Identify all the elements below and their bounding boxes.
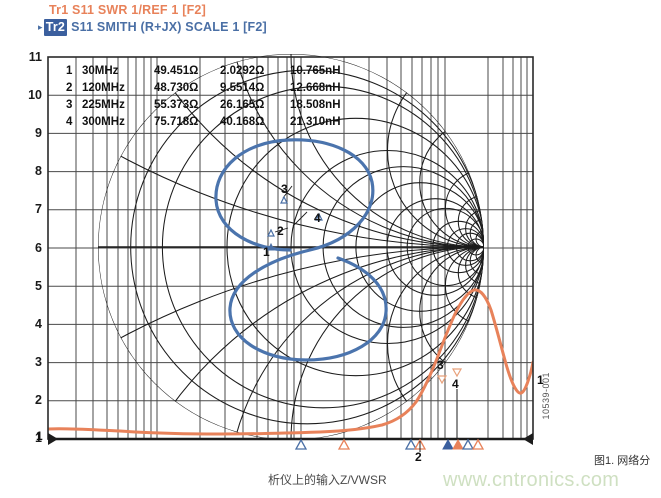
smith-marker-glyphs (267, 195, 323, 251)
marker-frequency: 300MHz (82, 116, 125, 128)
swr-marker-label-3: 3 (437, 358, 444, 372)
legend-trace2-label: S11 SMITH (R+JX) SCALE 1 [F2] (71, 20, 267, 34)
xaxis-marker-orange-filled-icon (452, 438, 464, 450)
swr-trace-s11 (48, 288, 533, 436)
marker-inductance: 12.668nH (290, 82, 341, 94)
marker-index: 1 (66, 65, 73, 77)
y-tick-9: 9 (35, 126, 42, 140)
xaxis-marker-blue-1-icon (294, 438, 308, 450)
trace-legend: Tr1 S11 SWR 1/REF 1 [F2] ▸ Tr2 S11 SMITH… (38, 2, 267, 36)
marker-index: 4 (66, 116, 73, 128)
smith-marker-label-3: 3 (281, 182, 288, 196)
x-axis-left-arrow-icon (48, 433, 58, 445)
swr-marker-label-right: 1 (537, 373, 544, 387)
marker-reactance: 40.168Ω (220, 116, 265, 128)
figure-code: 10539-001 (541, 372, 551, 420)
y-tick-11: 11 (28, 50, 42, 64)
marker-reactance: 2.0292Ω (220, 65, 265, 77)
xaxis-marker-blue-3-icon (461, 438, 475, 450)
smith-marker-3-icon (280, 195, 288, 204)
bottom-caption: 析仪上的输入Z/VWSR (268, 473, 387, 487)
table-row: 3 225MHz 55.373Ω 26.165Ω 18.508nH (66, 98, 341, 115)
active-trace-arrow-icon: ▸ (38, 22, 43, 32)
marker-readout-table: 1 30MHz 49.451Ω 2.0292Ω 10.765nH 2 120MH… (66, 64, 341, 132)
marker-resistance: 55.373Ω (154, 99, 199, 111)
table-row: 2 120MHz 48.730Ω 9.5514Ω 12.668nH (66, 81, 341, 98)
swr-marker-label-4: 4 (452, 377, 459, 391)
marker-index: 3 (66, 99, 73, 111)
swr-marker-label-bottom: 2 (415, 450, 422, 464)
swr-marker-3-icon (436, 375, 448, 385)
smith-marker-2-icon (267, 228, 275, 237)
table-row: 1 30MHz 49.451Ω 2.0292Ω 10.765nH (66, 64, 341, 81)
marker-frequency: 225MHz (82, 99, 125, 111)
swr-marker-4-icon (451, 368, 463, 378)
trace2-selected-chip[interactable]: Tr2 (43, 19, 68, 36)
y-tick-6: 6 (35, 241, 42, 255)
xaxis-marker-orange-1-icon (337, 438, 351, 450)
xaxis-marker-blue-2-icon (404, 438, 418, 450)
xaxis-marker-orange-3-icon (471, 438, 485, 450)
smith-trace-s11 (214, 138, 388, 362)
x-axis-right-arrow-icon (523, 433, 533, 445)
y-tick-7: 7 (35, 202, 42, 216)
legend-row-trace2[interactable]: ▸ Tr2 S11 SMITH (R+JX) SCALE 1 [F2] (38, 19, 267, 36)
y-tick-5: 5 (35, 279, 42, 293)
smith-marker-label-4: 4 (314, 211, 321, 225)
marker-inductance: 18.508nH (290, 99, 341, 111)
smith-marker-1-icon (267, 242, 275, 251)
smith-marker-label-2: 2 (277, 224, 284, 238)
xaxis-marker-blue-filled-icon (442, 438, 454, 450)
y-tick-10: 10 (28, 88, 42, 102)
marker-inductance: 10.765nH (290, 65, 341, 77)
marker-frequency: 120MHz (82, 82, 125, 94)
marker-resistance: 48.730Ω (154, 82, 199, 94)
y-tick-2: 2 (35, 393, 42, 407)
marker-resistance: 49.451Ω (154, 65, 199, 77)
marker-index: 2 (66, 82, 73, 94)
y-tick-3: 3 (35, 355, 42, 369)
site-watermark: www.cntronics.com (443, 469, 620, 491)
y-tick-8: 8 (35, 164, 42, 178)
marker-inductance: 21.310nH (290, 116, 341, 128)
table-row: 4 300MHz 75.718Ω 40.168Ω 21.310nH (66, 115, 341, 132)
y-tick-4: 4 (35, 317, 42, 331)
swr-inplot-markers (419, 368, 463, 452)
marker-resistance: 75.718Ω (154, 116, 199, 128)
marker-frequency: 30MHz (82, 65, 119, 77)
legend-trace1-label: Tr1 S11 SWR 1/REF 1 [F2] (49, 3, 206, 17)
swr-trace-group (48, 288, 533, 436)
swr-marker-label-left: 1 (36, 429, 43, 443)
marker-reactance: 9.5514Ω (220, 82, 265, 94)
legend-row-trace1[interactable]: Tr1 S11 SWR 1/REF 1 [F2] (49, 2, 267, 19)
figure-caption: 图1. 网络分 (594, 455, 651, 467)
y-tick-1: 1 (35, 431, 42, 445)
xaxis-marker-glyphs (294, 438, 485, 450)
marker-reactance: 26.165Ω (220, 99, 265, 111)
smith-marker-leaders (274, 185, 308, 233)
smith-marker-label-1: 1 (263, 245, 270, 259)
smith-marker-4-icon (315, 212, 323, 221)
